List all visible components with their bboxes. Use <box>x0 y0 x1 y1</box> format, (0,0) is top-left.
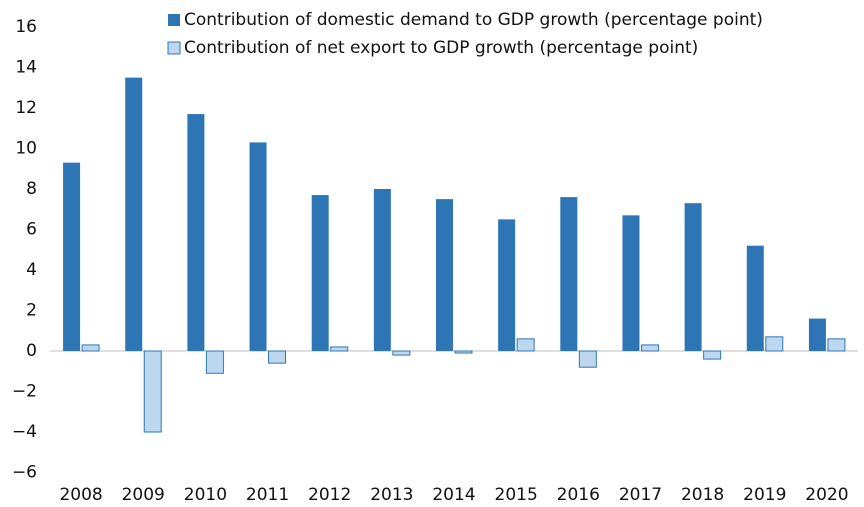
y-tick-label: −2 <box>12 382 37 402</box>
bar <box>808 318 826 351</box>
bar <box>640 344 659 352</box>
x-tick-label: 2010 <box>184 485 227 505</box>
y-tick-label: 4 <box>26 260 37 280</box>
bar <box>436 199 453 351</box>
bar <box>205 350 224 374</box>
legend-swatch <box>168 14 180 26</box>
x-tick-label: 2009 <box>122 485 165 505</box>
bar <box>125 77 143 351</box>
bar <box>827 338 846 352</box>
y-tick-label: 0 <box>26 341 37 361</box>
x-tick-label: 2015 <box>495 485 538 505</box>
y-tick-label: −4 <box>12 422 37 442</box>
bar <box>311 195 329 351</box>
y-tick-label: 10 <box>15 139 37 159</box>
bar <box>684 203 702 351</box>
x-tick-label: 2012 <box>308 485 351 505</box>
y-tick-label: 12 <box>15 98 37 118</box>
x-tick-label: 2014 <box>432 485 475 505</box>
x-tick-label: 2018 <box>681 485 724 505</box>
legend-label: Contribution of domestic demand to GDP g… <box>184 10 763 30</box>
bar <box>454 350 473 354</box>
bar <box>373 189 391 351</box>
x-tick-label: 2020 <box>805 485 848 505</box>
bar <box>578 350 597 368</box>
y-tick-label: 2 <box>26 301 37 321</box>
bar <box>268 350 287 364</box>
y-tick-label: 14 <box>15 58 37 78</box>
bar <box>187 114 205 351</box>
bar <box>498 219 516 351</box>
bar <box>330 346 349 352</box>
bar <box>63 162 81 351</box>
bar <box>703 350 722 360</box>
y-tick-label: 6 <box>26 220 37 240</box>
x-tick-label: 2019 <box>743 485 786 505</box>
x-tick-label: 2016 <box>557 485 600 505</box>
bar <box>392 350 411 356</box>
bar <box>516 338 535 352</box>
bar <box>81 344 100 352</box>
bar <box>143 350 162 433</box>
legend-label: Contribution of net export to GDP growth… <box>184 38 698 58</box>
bar <box>746 245 764 351</box>
bar <box>560 197 578 351</box>
x-tick-label: 2008 <box>59 485 102 505</box>
legend-swatch <box>167 41 181 55</box>
y-tick-label: −6 <box>12 463 37 483</box>
bar <box>622 215 640 351</box>
x-tick-label: 2013 <box>370 485 413 505</box>
bar <box>765 336 784 352</box>
x-tick-label: 2017 <box>619 485 662 505</box>
y-tick-label: 16 <box>15 17 37 37</box>
bar <box>249 142 267 351</box>
y-tick-label: 8 <box>26 179 37 199</box>
x-tick-label: 2011 <box>246 485 289 505</box>
